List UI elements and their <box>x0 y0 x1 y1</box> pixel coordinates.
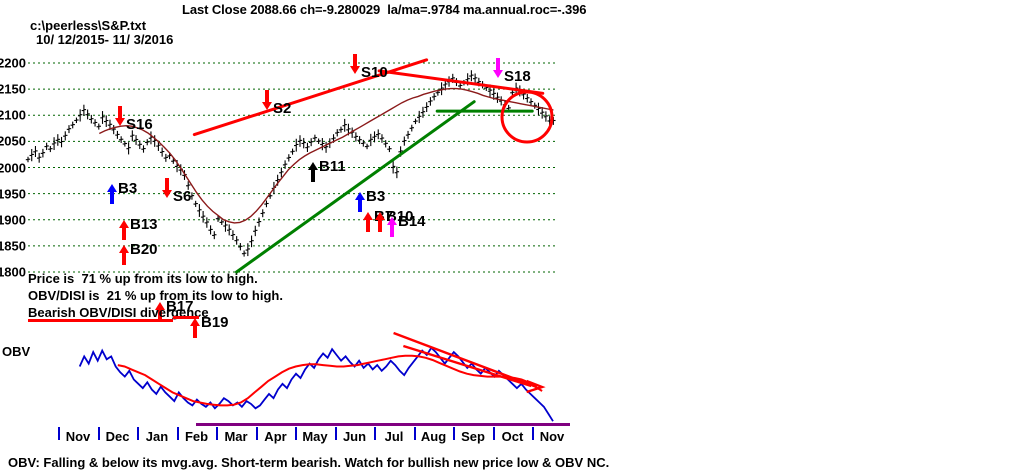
month-label-may-6: May <box>302 429 328 444</box>
note-price-pct: Price is 71 % up from its low to high. <box>28 271 258 286</box>
month-label-dec-1: Dec <box>105 429 130 444</box>
date-range-label: 10/ 12/2015- 11/ 3/2016 <box>36 32 174 47</box>
month-label-mar-4: Mar <box>224 429 248 444</box>
obv-plot-svg <box>78 331 554 422</box>
last-close-header: Last Close 2088.66 ch=-9.280029 la/ma=.9… <box>182 2 587 17</box>
y-axis-tick-2200: 2200 <box>0 55 26 71</box>
red-circle <box>500 90 554 144</box>
signal-label-s6-4: S6 <box>173 188 192 205</box>
signal-label-b11-8: B11 <box>319 158 346 175</box>
buy-arrow-icon <box>190 318 200 338</box>
y-axis-tick-2050: 2050 <box>0 133 26 149</box>
y-axis-tick-2100: 2100 <box>0 107 26 123</box>
month-label-jun-7: Jun <box>342 429 367 444</box>
data-file-path: c:\peerless\S&P.txt <box>30 18 147 33</box>
y-axis-tick-2000: 2000 <box>0 160 26 175</box>
month-tick-feb-3 <box>176 427 179 440</box>
month-tick-mar-4 <box>216 427 218 440</box>
y-axis-tick-1800: 1800 <box>0 264 26 280</box>
month-tick-dec-1 <box>97 427 100 440</box>
obv-trend-arrowhead <box>526 379 546 394</box>
obv-trendline-1 <box>403 344 532 388</box>
signal-label-b3-9: B3 <box>366 188 386 205</box>
obv-chart-panel[interactable] <box>0 330 600 445</box>
sell-arrow-icon <box>350 54 360 74</box>
buy-arrow-icon <box>375 212 385 232</box>
axis-underline <box>196 423 570 426</box>
obv-moving-average <box>117 354 543 407</box>
note-obv-pct: OBV/DISI is 21 % up from its low to high… <box>28 288 283 303</box>
y-axis-tick-1950: 1950 <box>0 186 26 202</box>
month-label-apr-5: Apr <box>264 429 287 444</box>
buy-arrow-icon <box>387 217 397 237</box>
signal-label-s18-3: S18 <box>504 68 531 85</box>
month-label-nov-12: Nov <box>539 429 565 444</box>
obv-trendline-0 <box>393 331 538 389</box>
month-label-sep-10: Sep <box>461 429 485 444</box>
month-label-aug-9: Aug <box>420 429 447 444</box>
buy-arrow-icon <box>155 302 165 322</box>
y-axis-tick-1850: 1850 <box>0 238 26 254</box>
buy-arrow-icon <box>355 192 365 212</box>
month-tick-oct-11 <box>492 427 495 440</box>
obv-panel-label: OBV <box>2 344 31 359</box>
price-bars <box>25 70 556 257</box>
month-tick-aug-9 <box>413 427 416 440</box>
sell-arrow-icon <box>262 90 272 110</box>
month-label-oct-11: Oct <box>501 429 524 444</box>
signal-label-b19-14: B19 <box>201 314 229 331</box>
month-tick-jan-2 <box>137 427 139 440</box>
signal-label-b17-13: B17 <box>166 298 194 315</box>
month-tick-jun-7 <box>334 427 337 440</box>
falling-resistance <box>377 69 545 95</box>
buy-arrow-icon <box>363 212 373 232</box>
rising-support <box>235 100 476 274</box>
buy-arrow-icon <box>119 245 129 265</box>
signal-label-s2-1: S2 <box>273 100 292 117</box>
month-tick-apr-5 <box>255 427 258 440</box>
obv-footer-caption: OBV: Falling & below its mvg.avg. Short-… <box>8 455 610 470</box>
signal-label-b14-12: B14 <box>398 213 426 230</box>
signal-label-b13-6: B13 <box>130 216 158 233</box>
price-plot-svg <box>25 58 556 274</box>
buy-arrow-icon <box>119 220 129 240</box>
buy-arrow-icon <box>107 184 117 204</box>
divergence-underline-2 <box>173 316 199 319</box>
price-moving-average <box>98 87 554 224</box>
month-label-jan-2: Jan <box>145 429 169 444</box>
month-label-feb-3: Feb <box>184 429 209 444</box>
signal-label-b20-7: B20 <box>130 241 158 258</box>
month-tick-sep-10 <box>453 427 455 440</box>
sell-arrow-icon <box>162 178 172 198</box>
y-axis-tick-2150: 2150 <box>0 81 26 97</box>
sell-arrow-icon <box>115 106 125 126</box>
month-tick-nov-0 <box>58 427 60 440</box>
signal-label-s16-0: S16 <box>126 116 153 133</box>
y-axis-tick-1900: 1900 <box>0 212 26 228</box>
divergence-underline <box>28 319 173 322</box>
month-tick-may-6 <box>295 427 297 440</box>
month-tick-jul-8 <box>374 427 376 440</box>
sell-arrow-icon <box>493 58 503 78</box>
month-label-nov-0: Nov <box>65 429 91 444</box>
obv-line <box>78 346 554 422</box>
price-chart-panel[interactable]: 2200 2150 2100 2050 2000 1950 1900 1850 1800 S16… <box>0 54 560 338</box>
month-label-jul-8: Jul <box>384 429 404 444</box>
signal-label-s10-2: S10 <box>361 64 388 81</box>
month-tick-nov-12 <box>532 427 534 440</box>
buy-arrow-icon <box>308 162 318 182</box>
month-axis: Nov Dec Jan Feb Mar Apr May Jun Jul Aug Sep Oct Nov <box>0 427 600 449</box>
signal-label-b3-5: B3 <box>118 180 138 197</box>
